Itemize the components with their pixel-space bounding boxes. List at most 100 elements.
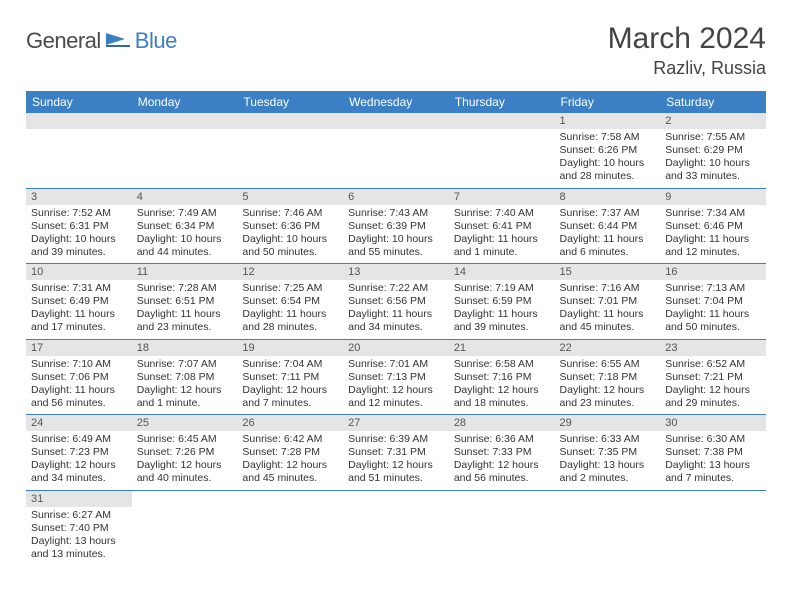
calendar-page: General Blue March 2024 Razliv, Russia S… [0,0,792,587]
day-info: Sunrise: 6:45 AMSunset: 7:26 PMDaylight:… [137,433,233,486]
day-info: Sunrise: 7:40 AMSunset: 6:41 PMDaylight:… [454,207,550,260]
calendar-table: SundayMondayTuesdayWednesdayThursdayFrid… [26,91,766,565]
daylight-text-1: Daylight: 10 hours [31,233,127,246]
day-number: 18 [132,340,238,356]
daylight-text-1: Daylight: 13 hours [560,459,656,472]
daylight-text-2: and 18 minutes. [454,397,550,410]
day-cell: 12Sunrise: 7:25 AMSunset: 6:54 PMDayligh… [237,264,343,340]
daylight-text-2: and 12 minutes. [665,246,761,259]
sunset-text: Sunset: 6:39 PM [348,220,444,233]
day-cell: 5Sunrise: 7:46 AMSunset: 6:36 PMDaylight… [237,188,343,264]
day-cell [343,113,449,188]
day-number: 17 [26,340,132,356]
brand-part1: General [26,28,101,54]
day-number: 13 [343,264,449,280]
day-cell: 19Sunrise: 7:04 AMSunset: 7:11 PMDayligh… [237,339,343,415]
day-number: 30 [660,415,766,431]
day-cell: 21Sunrise: 6:58 AMSunset: 7:16 PMDayligh… [449,339,555,415]
day-info: Sunrise: 6:42 AMSunset: 7:28 PMDaylight:… [242,433,338,486]
day-info: Sunrise: 7:52 AMSunset: 6:31 PMDaylight:… [31,207,127,260]
day-cell: 7Sunrise: 7:40 AMSunset: 6:41 PMDaylight… [449,188,555,264]
sunset-text: Sunset: 6:26 PM [560,144,656,157]
day-info: Sunrise: 7:49 AMSunset: 6:34 PMDaylight:… [137,207,233,260]
sunset-text: Sunset: 7:06 PM [31,371,127,384]
week-row: 10Sunrise: 7:31 AMSunset: 6:49 PMDayligh… [26,264,766,340]
day-number-empty [449,113,555,129]
day-info: Sunrise: 7:31 AMSunset: 6:49 PMDaylight:… [31,282,127,335]
day-cell: 14 Sunrise: 7:19 AMSunset: 6:59 PMDayligh… [449,264,555,340]
day-info: Sunrise: 7:13 AMSunset: 7:04 PMDaylight:… [665,282,761,335]
day-number: 20 [343,340,449,356]
daylight-text-2: and 28 minutes. [560,170,656,183]
daylight-text-2: and 29 minutes. [665,397,761,410]
day-cell: 26Sunrise: 6:42 AMSunset: 7:28 PMDayligh… [237,415,343,491]
day-info: Sunrise: 7:16 AMSunset: 7:01 PMDaylight:… [560,282,656,335]
day-cell [343,490,449,565]
day-cell [555,490,661,565]
daylight-text-2: and 2 minutes. [560,472,656,485]
sunrise-text: Sunrise: 7:37 AM [560,207,656,220]
sunrise-text: Sunrise: 7:22 AM [348,282,444,295]
daylight-text-2: and 55 minutes. [348,246,444,259]
day-cell [449,490,555,565]
daylight-text-2: and 23 minutes. [137,321,233,334]
daylight-text-1: Daylight: 10 hours [348,233,444,246]
daylight-text-1: Daylight: 10 hours [560,157,656,170]
sunset-text: Sunset: 7:21 PM [665,371,761,384]
day-number: 14 [449,264,555,280]
daylight-text-1: Daylight: 11 hours [454,233,550,246]
daylight-text-2: and 34 minutes. [348,321,444,334]
day-cell: 8Sunrise: 7:37 AMSunset: 6:44 PMDaylight… [555,188,661,264]
day-number: 16 [660,264,766,280]
sunrise-text: Sunrise: 7:16 AM [560,282,656,295]
sunrise-text: Sunrise: 7:43 AM [348,207,444,220]
day-info: Sunrise: 7:22 AMSunset: 6:56 PMDaylight:… [348,282,444,335]
daylight-text-2: and 23 minutes. [560,397,656,410]
sunset-text: Sunset: 7:23 PM [31,446,127,459]
daylight-text-1: Daylight: 13 hours [31,535,127,548]
sunrise-text: Sunrise: 7:10 AM [31,358,127,371]
day-cell: 4Sunrise: 7:49 AMSunset: 6:34 PMDaylight… [132,188,238,264]
location-text: Razliv, Russia [608,58,766,79]
day-info: Sunrise: 7:37 AMSunset: 6:44 PMDaylight:… [560,207,656,260]
sunrise-text: Sunrise: 7:04 AM [242,358,338,371]
sunrise-text: Sunrise: 7:25 AM [242,282,338,295]
sunset-text: Sunset: 7:28 PM [242,446,338,459]
day-info: Sunrise: 7:19 AMSunset: 6:59 PMDaylight:… [454,282,550,335]
day-cell: 22Sunrise: 6:55 AMSunset: 7:18 PMDayligh… [555,339,661,415]
day-cell: 30Sunrise: 6:30 AMSunset: 7:38 PMDayligh… [660,415,766,491]
daylight-text-2: and 56 minutes. [31,397,127,410]
daylight-text-2: and 17 minutes. [31,321,127,334]
sunset-text: Sunset: 7:01 PM [560,295,656,308]
sunrise-text: Sunrise: 7:07 AM [137,358,233,371]
sunset-text: Sunset: 7:18 PM [560,371,656,384]
day-number: 6 [343,189,449,205]
sunrise-text: Sunrise: 7:19 AM [454,282,550,295]
brand-logo: General Blue [26,28,177,54]
day-info: Sunrise: 7:01 AMSunset: 7:13 PMDaylight:… [348,358,444,411]
sunset-text: Sunset: 7:13 PM [348,371,444,384]
day-cell: 18Sunrise: 7:07 AMSunset: 7:08 PMDayligh… [132,339,238,415]
daylight-text-1: Daylight: 11 hours [31,384,127,397]
day-cell: 10Sunrise: 7:31 AMSunset: 6:49 PMDayligh… [26,264,132,340]
brand-part2: Blue [135,28,177,54]
sunrise-text: Sunrise: 7:28 AM [137,282,233,295]
daylight-text-1: Daylight: 12 hours [348,459,444,472]
day-info: Sunrise: 6:27 AMSunset: 7:40 PMDaylight:… [31,509,127,562]
daylight-text-1: Daylight: 12 hours [137,384,233,397]
day-info: Sunrise: 7:04 AMSunset: 7:11 PMDaylight:… [242,358,338,411]
sunset-text: Sunset: 7:16 PM [454,371,550,384]
week-row: 3Sunrise: 7:52 AMSunset: 6:31 PMDaylight… [26,188,766,264]
day-number: 9 [660,189,766,205]
week-row: 1Sunrise: 7:58 AMSunset: 6:26 PMDaylight… [26,113,766,188]
sunset-text: Sunset: 6:31 PM [31,220,127,233]
day-info: Sunrise: 7:46 AMSunset: 6:36 PMDaylight:… [242,207,338,260]
daylight-text-1: Daylight: 12 hours [454,384,550,397]
day-cell [132,490,238,565]
sunset-text: Sunset: 6:46 PM [665,220,761,233]
dayname-thursday: Thursday [449,91,555,113]
sunset-text: Sunset: 6:59 PM [454,295,550,308]
day-info: Sunrise: 7:43 AMSunset: 6:39 PMDaylight:… [348,207,444,260]
sunrise-text: Sunrise: 7:52 AM [31,207,127,220]
day-number-empty [26,113,132,129]
